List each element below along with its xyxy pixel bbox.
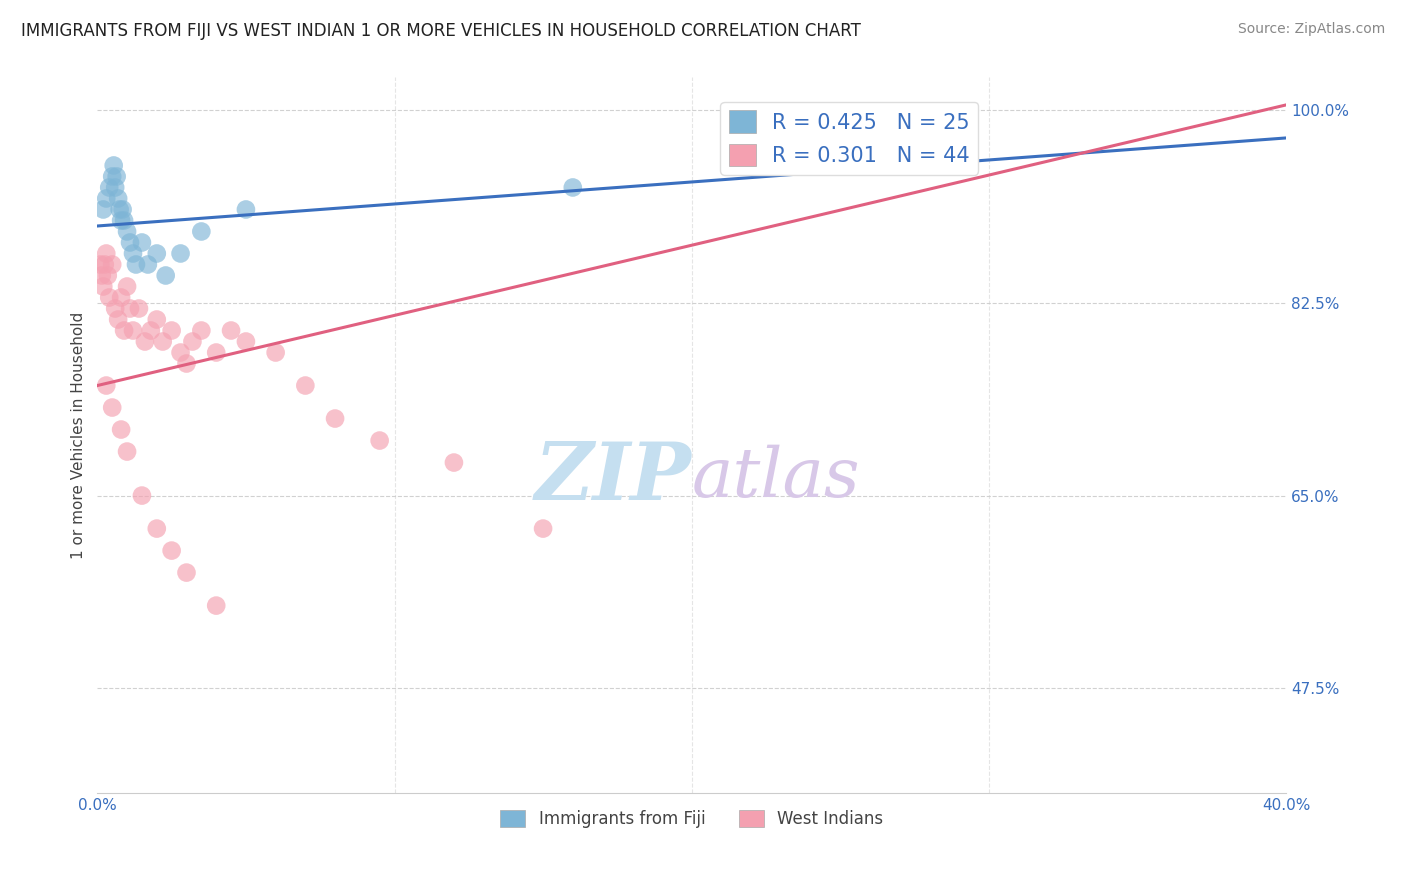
Point <box>94 258 117 272</box>
Point <box>122 324 145 338</box>
Point <box>918 114 941 128</box>
Point <box>219 324 242 338</box>
Point <box>146 246 169 260</box>
Point <box>205 345 228 359</box>
Point <box>104 180 127 194</box>
Point <box>561 180 583 194</box>
Point <box>96 246 118 260</box>
Point <box>136 258 159 272</box>
Point <box>131 235 153 250</box>
Point <box>111 202 134 217</box>
Point <box>98 291 121 305</box>
Point <box>110 291 132 305</box>
Point <box>110 213 132 227</box>
Point <box>190 225 212 239</box>
Point <box>91 202 114 217</box>
Point <box>103 159 125 173</box>
Point <box>110 423 132 437</box>
Point <box>115 225 138 239</box>
Point <box>118 301 141 316</box>
Point <box>235 202 257 217</box>
Point <box>160 543 183 558</box>
Point <box>101 169 124 184</box>
Point <box>169 345 191 359</box>
Point <box>96 378 118 392</box>
Point <box>169 246 191 260</box>
Point <box>107 192 129 206</box>
Point <box>443 456 465 470</box>
Point <box>115 444 138 458</box>
Point <box>294 378 316 392</box>
Point <box>160 324 183 338</box>
Point <box>128 301 150 316</box>
Point <box>125 258 148 272</box>
Point <box>205 599 228 613</box>
Point <box>96 192 118 206</box>
Point <box>112 213 135 227</box>
Point <box>131 489 153 503</box>
Text: atlas: atlas <box>692 444 860 511</box>
Point <box>112 324 135 338</box>
Point <box>531 522 554 536</box>
Point <box>368 434 391 448</box>
Point <box>323 411 346 425</box>
Point <box>90 268 112 283</box>
Point <box>146 522 169 536</box>
Point <box>139 324 162 338</box>
Point <box>740 159 762 173</box>
Point <box>101 258 124 272</box>
Point <box>108 202 131 217</box>
Point <box>107 312 129 326</box>
Point <box>235 334 257 349</box>
Point <box>176 357 198 371</box>
Point <box>105 169 128 184</box>
Y-axis label: 1 or more Vehicles in Household: 1 or more Vehicles in Household <box>72 311 86 558</box>
Point <box>264 345 287 359</box>
Point <box>190 324 212 338</box>
Text: IMMIGRANTS FROM FIJI VS WEST INDIAN 1 OR MORE VEHICLES IN HOUSEHOLD CORRELATION : IMMIGRANTS FROM FIJI VS WEST INDIAN 1 OR… <box>21 22 860 40</box>
Text: ZIP: ZIP <box>534 439 692 516</box>
Point <box>181 334 204 349</box>
Point <box>134 334 156 349</box>
Point <box>89 258 111 272</box>
Point <box>104 301 127 316</box>
Point <box>118 235 141 250</box>
Point <box>101 401 124 415</box>
Point <box>91 279 114 293</box>
Point <box>155 268 177 283</box>
Text: Source: ZipAtlas.com: Source: ZipAtlas.com <box>1237 22 1385 37</box>
Point <box>98 180 121 194</box>
Point <box>97 268 120 283</box>
Point <box>122 246 145 260</box>
Legend: Immigrants from Fiji, West Indians: Immigrants from Fiji, West Indians <box>494 803 890 834</box>
Point <box>152 334 174 349</box>
Point <box>146 312 169 326</box>
Point <box>176 566 198 580</box>
Point <box>115 279 138 293</box>
